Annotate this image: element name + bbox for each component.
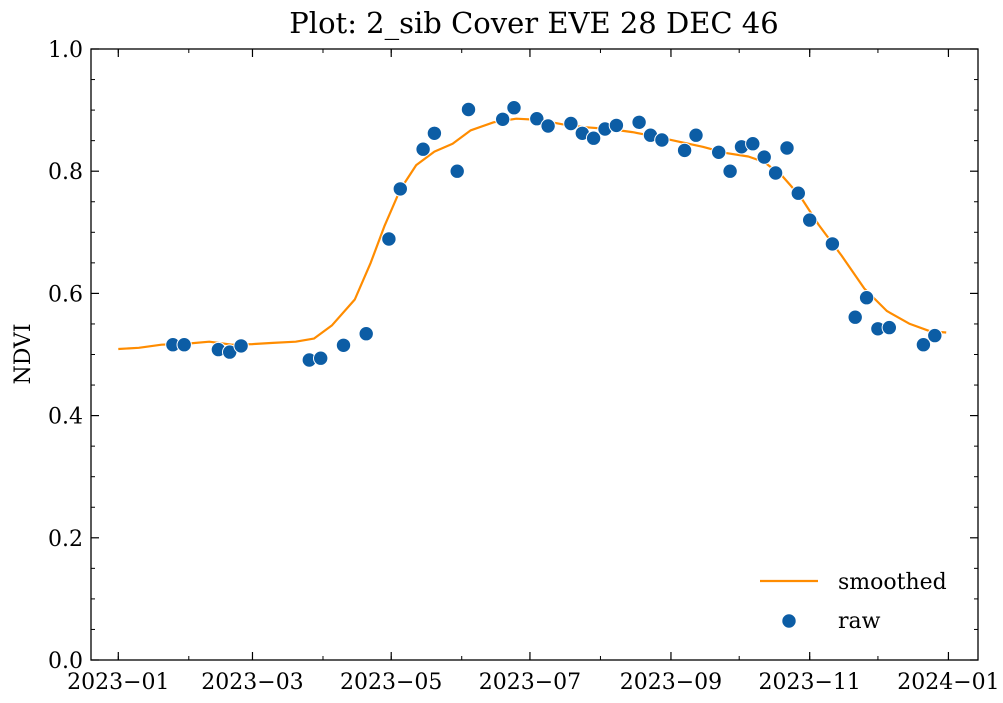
smoothed-series-line [118, 117, 947, 351]
y-axis-label: NDVI [11, 323, 36, 384]
chart-title: Plot: 2_sib Cover EVE 28 DEC 46 [289, 6, 778, 41]
x-tick-label: 2023−09 [620, 670, 722, 695]
raw-point [847, 309, 863, 325]
raw-point [563, 115, 579, 132]
raw-point [415, 141, 431, 157]
raw-point [881, 319, 897, 336]
axes: 0.0 0.2 0.4 0.6 0.8 1.0 2023−01 2023−03 2023−05 2… [48, 38, 1000, 695]
raw-point [540, 118, 556, 134]
raw-point [915, 337, 932, 353]
raw-point [767, 165, 784, 181]
raw-point [495, 111, 511, 128]
raw-point [381, 231, 397, 247]
x-tick-label: 2023−03 [201, 670, 303, 695]
raw-point [358, 326, 374, 342]
raw-point [756, 149, 772, 165]
x-tick-label: 2023−01 [67, 670, 169, 695]
legend-smoothed-label: smoothed [838, 570, 947, 595]
raw-point [426, 125, 443, 142]
raw-point [608, 117, 625, 134]
raw-point [392, 181, 408, 197]
x-tick-label: 2023−07 [479, 670, 581, 695]
raw-point [676, 142, 693, 159]
raw-point [711, 144, 727, 161]
raw-point [585, 130, 602, 146]
raw-point [313, 350, 329, 366]
raw-point [631, 114, 647, 131]
y-tick-label: 0.4 [48, 405, 83, 430]
x-tick-label: 2023−05 [340, 670, 442, 695]
raw-point [529, 111, 545, 127]
raw-point [790, 185, 806, 201]
raw-point [802, 212, 818, 228]
raw-point [745, 136, 761, 152]
raw-point [233, 338, 249, 354]
raw-point [688, 127, 704, 143]
y-tick-label: 0.0 [48, 649, 83, 674]
raw-point [824, 236, 841, 252]
raw-point [335, 337, 352, 353]
x-tick-label: 2023−11 [758, 670, 860, 695]
legend-raw-swatch [781, 613, 797, 629]
raw-point [449, 163, 465, 179]
legend-raw-label: raw [838, 609, 881, 634]
y-tick-label: 0.6 [48, 282, 83, 307]
y-tick-label: 0.2 [48, 527, 83, 552]
raw-point [927, 327, 943, 344]
x-tick-label: 2024−01 [897, 670, 999, 695]
y-tick-label: 0.8 [48, 160, 83, 185]
raw-point [176, 337, 192, 353]
legend: smoothed raw [760, 570, 947, 634]
raw-point [654, 132, 670, 148]
raw-point [722, 163, 738, 179]
raw-point [858, 290, 875, 306]
raw-point [779, 140, 795, 156]
raw-point [506, 100, 522, 116]
plot-area [118, 100, 947, 368]
raw-point [460, 101, 477, 118]
y-tick-label: 1.0 [48, 38, 83, 63]
